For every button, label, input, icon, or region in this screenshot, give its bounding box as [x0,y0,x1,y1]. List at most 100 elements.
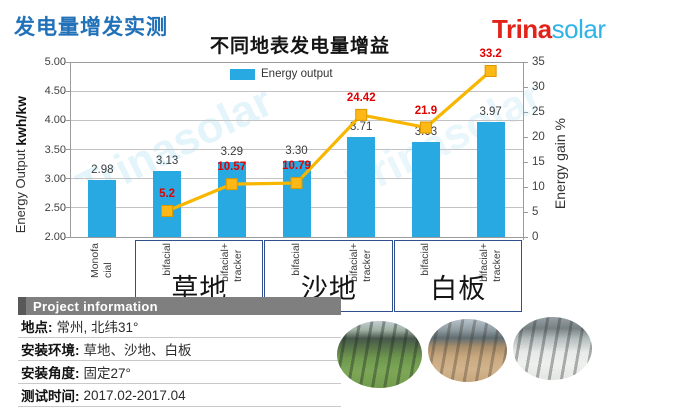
project-info-header: Project information [18,297,341,315]
info-row: 安装角度: 固定27° [18,361,341,384]
right-axis-title: Energy gain % [548,96,572,232]
tick-mark-left [65,207,70,209]
grid-line [70,236,523,238]
x-axis-label-text: bifacial+ tracker [348,243,374,282]
tick-mark-right [523,136,528,138]
whiteboard-site-photo [513,317,592,380]
gain-marker [355,108,368,121]
logo-solar-text: solar [551,14,606,44]
energy-output-bar [411,141,440,237]
bar-value-label: 3.97 [479,106,502,119]
y-axis-tick-right: 5 [532,205,539,218]
left-axis-title-regular: Energy Output [13,146,28,234]
grass-site-photo [337,321,422,388]
info-row: 测试时间: 2017.02-2017.04 [18,384,341,407]
y-axis-tick-right: 0 [532,230,539,243]
gain-value-label: 24.42 [346,91,376,104]
y-axis-tick-right: 35 [532,55,545,68]
y-axis-tick-right: 25 [532,105,545,118]
energy-output-bar [88,179,117,237]
x-axis-label-text: bifacial [160,243,173,276]
y-axis-line-left [70,62,71,237]
x-axis-label-text: bifacial+ tracker [477,243,503,282]
bar-value-label: 3.30 [285,145,308,158]
chart-title: 不同地表发电量增益 [209,36,391,57]
x-axis-label: bifacial+ tracker [459,243,523,282]
y-axis-tick-left: 3.50 [44,143,66,156]
grid-line [70,119,523,121]
y-axis-tick-left: 4.00 [44,114,66,127]
x-axis-label: bifacial [394,243,458,276]
logo-trina-text: Trina [492,14,552,44]
info-label: 安装角度: [21,366,80,381]
gain-marker [484,65,497,77]
bar-value-label: 3.29 [220,145,243,158]
gain-value-label: 10.57 [217,161,247,174]
tick-mark-left [65,61,70,63]
right-axis-title-text: Energy gain % [552,118,568,210]
gain-value-label: 21.9 [414,104,438,117]
gain-value-label: 5.2 [159,188,176,200]
energy-output-bar [476,122,505,237]
info-row: 地点: 常州, 北纬31° [18,315,341,338]
gain-value-label: 33.2 [479,48,502,60]
energy-output-bar [153,171,182,237]
y-axis-tick-left: 4.50 [44,85,66,98]
info-value: 草地、沙地、白板 [83,343,192,358]
bar-value-label: 3.13 [155,155,179,168]
x-axis-label-text: Monofa cial [89,243,115,279]
y-axis-tick-right: 30 [532,80,545,93]
info-value: 常州, 北纬31° [56,320,139,335]
x-axis-label-text: bifacial [419,243,432,276]
info-value: 固定27° [83,366,131,381]
x-axis-label: bifacial+ tracker [200,243,264,282]
tick-mark-right [523,86,528,88]
tick-mark-right [523,236,528,238]
info-label: 地点: [21,320,53,335]
group-label: 白板 [430,274,487,304]
y-axis-tick-right: 15 [532,155,545,168]
tick-mark-right [523,161,528,163]
group-box [393,240,522,312]
legend-label: Energy output [261,68,333,80]
tick-mark-left [65,119,70,121]
info-value: 2017.02-2017.04 [83,387,186,403]
header-accent-block [18,297,26,315]
y-axis-tick-left: 3.00 [44,172,66,185]
x-axis-label: bifacial [135,243,199,276]
y-axis-tick-left: 2.50 [44,201,66,214]
project-info-title: Project information [33,298,158,314]
energy-output-bar [347,137,376,237]
bar-value-label: 3.71 [350,121,373,134]
y-axis-tick-right: 20 [532,130,545,143]
project-info-panel: Project information 地点: 常州, 北纬31° 安装环境: 草地、… [18,297,341,407]
left-axis-title-unit: kwh/kw [13,96,29,147]
tick-mark-left [65,236,70,238]
trinasolar-logo: Trinasolar [492,14,606,45]
legend: Energy output [230,68,333,80]
tick-mark-right [523,61,528,63]
left-axis-title: Energy Output kwh/kw [6,70,36,260]
tick-mark-left [65,178,70,180]
y-axis-line-right [523,62,524,240]
sand-site-photo [428,319,507,382]
bar-value-label: 3.63 [414,125,438,138]
x-axis-label: Monofa cial [70,243,134,278]
tick-mark-right [523,186,528,188]
y-axis-tick-right: 10 [532,180,545,193]
info-label: 测试时间: [21,389,80,404]
legend-swatch [230,68,255,80]
grid-line [70,90,523,92]
x-axis-label: bifacial+ tracker [329,243,393,282]
x-axis-label-text: bifacial+ tracker [218,243,244,282]
x-axis-label-text: bifacial [289,243,302,276]
x-axis-label: bifacial [265,243,329,276]
y-axis-tick-left: 5.00 [44,56,66,68]
grid-line [70,61,523,63]
tick-mark-right [523,211,528,213]
tick-mark-right [523,111,528,113]
gain-value-label: 10.79 [282,160,311,173]
tick-mark-left [65,90,70,92]
info-row: 安装环境: 草地、沙地、白板 [18,338,341,361]
